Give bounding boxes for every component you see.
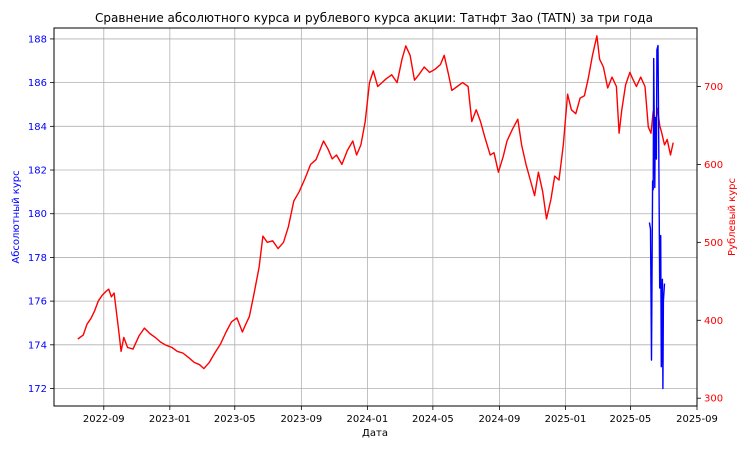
- x-tick-label: 2024-09: [479, 414, 521, 425]
- x-axis-label: Дата: [362, 428, 388, 439]
- series-layer: [78, 36, 673, 389]
- y-left-tick-label: 182: [28, 166, 47, 177]
- y-left-tick-label: 188: [28, 34, 47, 45]
- x-tick-label: 2023-09: [280, 414, 322, 425]
- chart-title: Сравнение абсолютного курса и рублевого …: [95, 11, 653, 25]
- series-line-absolute: [649, 46, 664, 389]
- x-tick-label: 2024-01: [346, 414, 388, 425]
- x-tick-label: 2023-05: [214, 414, 256, 425]
- y-left-tick-label: 176: [28, 297, 47, 308]
- y-axis-right-label: Рублевый курс: [727, 178, 738, 256]
- y-left-tick-label: 184: [28, 122, 47, 133]
- y-left-tick-label: 178: [28, 253, 47, 264]
- y-left-tick-label: 172: [28, 384, 47, 395]
- plot-frame: [54, 28, 697, 406]
- series-line-ruble: [78, 36, 673, 369]
- y-right-tick-label: 700: [704, 82, 723, 93]
- x-tick-label: 2022-09: [83, 414, 125, 425]
- y-right-tick-label: 400: [704, 316, 723, 327]
- y-left-tick-label: 186: [28, 78, 47, 89]
- x-tick-label: 2025-09: [676, 414, 718, 425]
- y-left-tick-label: 180: [28, 209, 47, 220]
- x-tick-label: 2025-05: [610, 414, 652, 425]
- y-right-tick-label: 300: [704, 394, 723, 405]
- x-tick-label: 2024-05: [412, 414, 454, 425]
- y-axis-right: 300 400 500 600 700: [697, 82, 723, 405]
- y-left-tick-label: 174: [28, 340, 47, 351]
- y-right-tick-label: 500: [704, 238, 723, 249]
- grid: [54, 28, 697, 406]
- x-tick-label: 2025-01: [545, 414, 587, 425]
- x-axis: 2022-09 2023-01 2023-05 2023-09 2024-01 2024-…: [83, 406, 718, 425]
- y-axis-left: 172 174 176 178 180 182 184 186 188: [28, 34, 54, 395]
- y-axis-left-label: Абсолютный курс: [11, 170, 22, 263]
- y-right-tick-label: 600: [704, 160, 723, 171]
- x-tick-label: 2023-01: [149, 414, 191, 425]
